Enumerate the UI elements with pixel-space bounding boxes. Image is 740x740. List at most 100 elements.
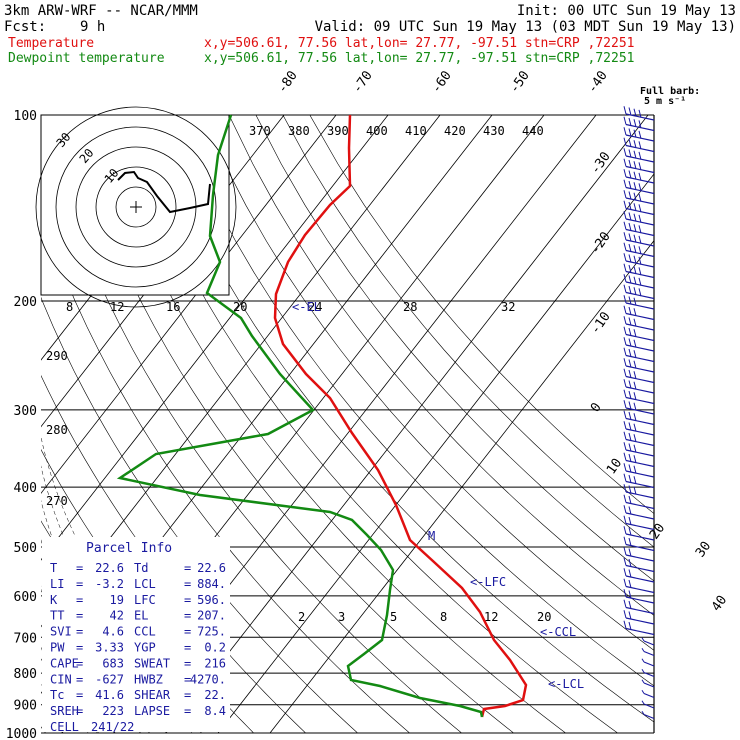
barb-note-1: Full barb: — [640, 86, 700, 97]
wind-barb-flag — [628, 369, 632, 378]
isotherm-line — [165, 115, 649, 733]
pressure-label: 600 — [14, 590, 37, 605]
wind-barb-flag — [623, 379, 627, 388]
wind-barb — [623, 295, 655, 310]
wind-barb-flag — [623, 158, 627, 167]
isotherm-label: 30 — [693, 539, 714, 560]
wind-barb-flag — [623, 442, 627, 451]
wind-barb-staff — [643, 671, 655, 678]
wind-barb-flag — [628, 180, 632, 189]
wind-barb-flag — [628, 600, 632, 609]
wind-barb-flag — [638, 193, 642, 202]
wind-barb-flag — [633, 276, 637, 285]
theta-label: 400 — [366, 124, 388, 138]
wind-barb-flag — [641, 700, 645, 705]
parcel-param-sep: = — [184, 656, 191, 670]
wind-barb-flag — [633, 318, 637, 327]
level-marker: <-EL — [292, 300, 321, 314]
wind-barb-flag — [628, 138, 632, 147]
mixing-ratio-line — [0, 596, 8, 733]
wind-barb — [623, 494, 655, 510]
parcel-param-value: 683 — [102, 656, 124, 670]
parcel-param-sep: = — [184, 609, 191, 623]
wind-barb-flag — [623, 347, 627, 356]
wind-barb — [623, 547, 655, 562]
wind-barb-staff — [625, 312, 655, 321]
dry-adiabat — [94, 115, 566, 733]
wind-barb-flag — [623, 410, 627, 419]
mixing-ratio-label: 20 — [537, 610, 551, 624]
parcel-param-value: 22. — [204, 688, 226, 702]
wind-barb-flag — [623, 179, 627, 188]
wind-barb-flag — [623, 148, 627, 157]
wind-barb-flag — [633, 392, 637, 401]
wind-barb-flag — [623, 169, 627, 178]
dry-adiabat — [282, 115, 654, 548]
dry-adiabat — [121, 115, 618, 733]
parcel-param-value: 241/22 — [91, 720, 134, 734]
legend-temperature: Temperature — [8, 36, 94, 51]
wind-barb-flag — [633, 119, 637, 128]
location-temperature: x,y=506.61, 77.56 lat,lon= 27.77, -97.51… — [204, 36, 634, 51]
wind-barb-flag — [633, 381, 637, 390]
hodograph-speed-label: 12 — [110, 300, 124, 314]
wind-barb-flag — [628, 117, 632, 126]
wind-barb-flag — [623, 400, 627, 409]
parcel-info-title: Parcel Info — [86, 541, 172, 556]
wind-barb-staff — [643, 713, 655, 720]
parcel-param-value: 41.6 — [95, 688, 124, 702]
wind-barb — [623, 400, 655, 415]
wind-barb-flag — [633, 402, 637, 411]
wind-barb-flag — [623, 295, 627, 304]
wind-barb-flag — [641, 679, 645, 684]
wind-barb-flag — [623, 421, 627, 430]
parcel-param-name: T — [50, 561, 57, 575]
wind-barb-staff — [625, 459, 655, 468]
wind-barb — [623, 158, 655, 174]
wind-barb-flag — [623, 200, 627, 209]
parcel-param-sep: = — [76, 672, 83, 686]
wind-barb — [623, 589, 655, 604]
parcel-param-value: -3.2 — [95, 577, 124, 591]
parcel-param-name: LFC — [134, 593, 156, 607]
wind-barb-flag — [628, 254, 632, 263]
theta-label: 440 — [522, 124, 544, 138]
pressure-label: 700 — [14, 631, 37, 646]
wind-barb — [623, 389, 655, 405]
wind-barb-flag — [628, 537, 632, 546]
wind-barb — [641, 668, 655, 678]
wind-barb-staff — [625, 627, 655, 636]
wind-barb-flag — [623, 337, 627, 346]
wind-barb-flag — [633, 287, 637, 296]
parcel-param-sep: = — [76, 625, 83, 639]
parcel-param-sep: = — [76, 577, 83, 591]
hodograph-speed-label: 16 — [166, 300, 180, 314]
wind-barb — [623, 358, 655, 373]
wind-barb-flag — [633, 350, 637, 359]
wind-barb-staff — [625, 417, 655, 426]
parcel-param-value: 4270. — [190, 672, 226, 686]
wind-barb — [623, 211, 655, 226]
wind-barb-flag — [641, 710, 645, 715]
dry-adiabat — [255, 115, 654, 582]
wind-barb-flag — [623, 620, 627, 629]
wind-barb — [623, 568, 655, 583]
wind-barb-flag — [623, 116, 627, 125]
wind-barb-flag — [628, 159, 632, 168]
parcel-param-name: YGP — [134, 641, 156, 655]
wind-barb-flag — [628, 474, 632, 483]
wind-barb — [623, 127, 655, 142]
wind-barb-flag — [638, 109, 642, 118]
theta-label: 420 — [444, 124, 466, 138]
wind-barb-staff — [625, 564, 655, 573]
wind-barb-flag — [633, 140, 637, 149]
theta-label: 430 — [483, 124, 505, 138]
wind-barb-flag — [638, 277, 642, 286]
wind-barb-flag — [633, 108, 637, 117]
wind-barb-flag — [628, 243, 632, 252]
wind-barb-flag — [628, 516, 632, 525]
wind-barb-flag — [623, 431, 627, 440]
wind-barb-flag — [628, 401, 632, 410]
